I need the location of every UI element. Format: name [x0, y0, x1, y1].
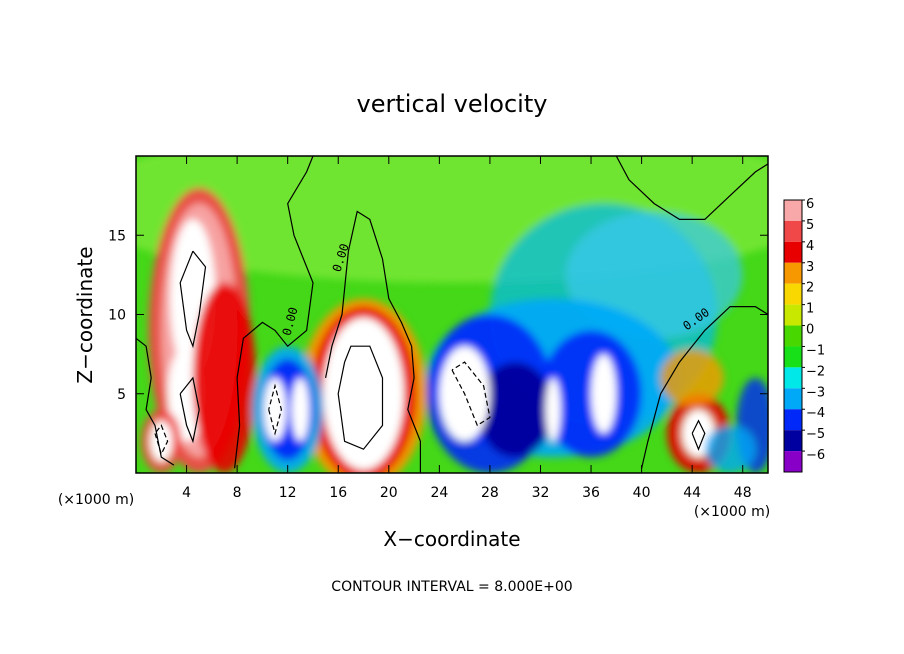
x-tick-label: 44 [683, 485, 701, 501]
field-region [591, 354, 617, 434]
y-tick-label: 10 [108, 308, 126, 324]
contour-interval-note: CONTOUR INTERVAL = 8.000E+00 [331, 579, 572, 595]
colorbar-frame [783, 199, 803, 473]
colorbar-swatch [784, 200, 802, 221]
contour-line [615, 156, 768, 220]
x-tick-label: 36 [582, 485, 600, 501]
contour-line [136, 337, 175, 466]
field-region [660, 349, 724, 407]
colorbar-label: −2 [806, 364, 825, 379]
field-region [291, 377, 310, 442]
field-region [263, 377, 287, 442]
field-region [565, 211, 743, 339]
x-unit-label-right: (×1000 m) [694, 504, 770, 520]
colorbar-swatch [784, 241, 802, 263]
contour-line [641, 306, 768, 469]
colorbar: 6 5 4 3 2 1 0 −1 −2 −3 −4 −5 −6 [783, 197, 825, 473]
x-tick-label: 40 [633, 485, 651, 501]
colorbar-label: 4 [806, 239, 814, 254]
contour-line [179, 250, 207, 349]
x-unit-label-left: (×1000 m) [58, 492, 134, 508]
colorbar-label: −5 [806, 427, 825, 442]
field-region [540, 330, 642, 458]
field-region [323, 317, 404, 470]
x-axis: 4 8 12 16 20 24 28 32 36 40 44 48 [182, 156, 752, 501]
y-tick-label: 5 [117, 387, 126, 403]
colorbar-swatch [784, 430, 802, 452]
field-region [477, 362, 554, 458]
field-region [545, 377, 561, 442]
x-tick-label: 48 [734, 485, 752, 501]
chart-title: vertical velocity [357, 90, 548, 118]
x-tick-label: 12 [279, 485, 297, 501]
contour-line [268, 383, 283, 436]
y-tick-label: 15 [108, 228, 126, 244]
x-tick-label: 24 [430, 485, 448, 501]
x-tick-label: 4 [182, 485, 191, 501]
y-axis-title: Z−coordinate [73, 246, 97, 383]
contour-line [337, 345, 384, 450]
x-tick-label: 32 [532, 485, 550, 501]
colorbar-label: −3 [806, 385, 825, 400]
colorbar-label: 2 [806, 281, 814, 296]
contour-line [691, 419, 706, 451]
colorbar-label: 3 [806, 260, 814, 275]
colorbar-label: −6 [806, 448, 825, 463]
contour-line [325, 210, 413, 379]
colorbar-swatch [784, 262, 802, 284]
y-axis: 5 10 15 [108, 228, 768, 403]
x-tick-label: 8 [233, 485, 242, 501]
contour-line [234, 156, 314, 469]
colorbar-swatch [784, 409, 802, 431]
colorbar-label: 0 [806, 323, 814, 338]
field-region [704, 425, 756, 473]
colorbar-swatch [784, 304, 802, 326]
colorbar-swatch [784, 220, 802, 242]
colorbar-swatch [784, 283, 802, 305]
field-region [192, 282, 257, 473]
colorbar-label: 5 [806, 218, 814, 233]
contour-lines [136, 156, 768, 473]
colorbar-label: −4 [806, 406, 825, 421]
colorbar-swatch [784, 346, 802, 368]
x-axis-title: X−coordinate [383, 527, 520, 551]
contour-line [179, 376, 200, 444]
colorbar-label: 1 [806, 302, 814, 317]
contour-line [407, 346, 421, 473]
x-tick-label: 20 [380, 485, 398, 501]
contour-line [154, 424, 169, 456]
x-tick-label: 16 [329, 485, 347, 501]
colorbar-swatch [784, 325, 802, 347]
x-tick-label: 28 [481, 485, 499, 501]
colorbar-swatch [784, 388, 802, 410]
contour-line [451, 361, 491, 427]
colorbar-swatch [784, 451, 802, 472]
colorbar-label: 6 [806, 197, 814, 212]
colorbar-swatch [784, 367, 802, 389]
colorbar-label: −1 [806, 343, 825, 358]
